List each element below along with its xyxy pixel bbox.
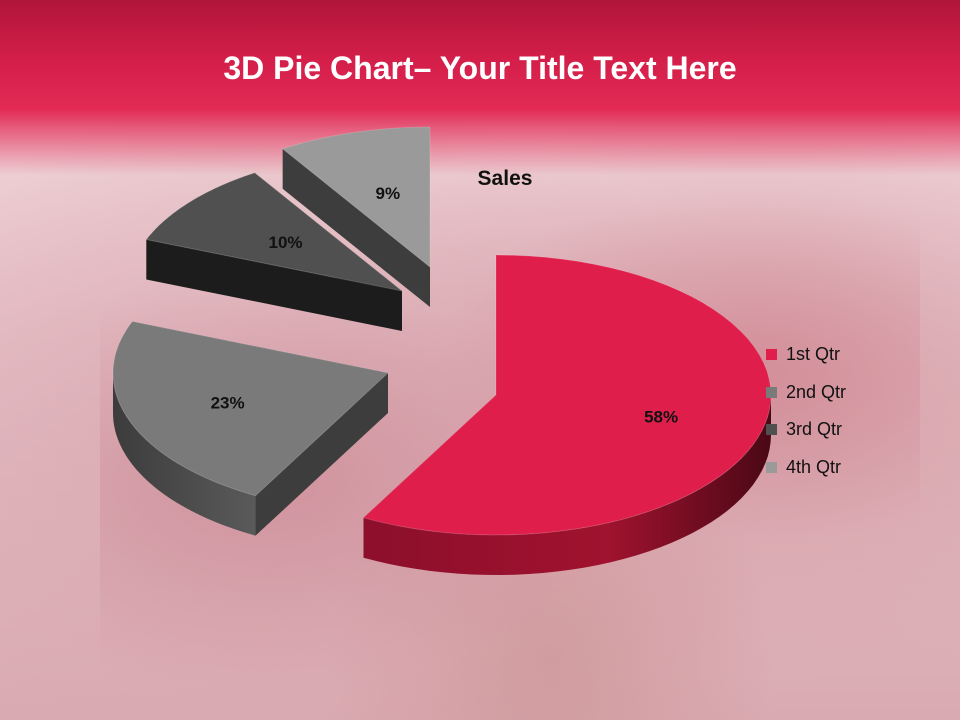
legend-item: 4th Qtr — [766, 449, 846, 487]
pie-slice-cut-face — [255, 373, 388, 536]
legend-swatch — [766, 386, 777, 398]
pie-slice-cut-face — [146, 239, 402, 331]
legend-item: 2nd Qtr — [766, 374, 846, 412]
legend-item: 1st Qtr — [766, 336, 846, 374]
legend-swatch — [766, 424, 777, 436]
pie-slice — [145, 172, 403, 292]
legend-label: 2nd Qtr — [786, 381, 847, 402]
legend-label: 1st Qtr — [786, 344, 841, 365]
data-label: 23% — [211, 393, 245, 412]
pie-top-layer — [112, 126, 772, 536]
legend-swatch — [766, 349, 777, 361]
header-band — [0, 0, 960, 175]
legend-swatch — [766, 461, 777, 473]
pie-slice — [281, 126, 431, 269]
data-label: 58% — [644, 408, 678, 427]
pie-slice — [112, 320, 390, 497]
legend-label: 3rd Qtr — [786, 419, 843, 440]
legend: 1st Qtr 2nd Qtr 3rd Qtr 4th Qtr — [766, 336, 846, 486]
chart-title: Sales — [477, 167, 533, 190]
slide-title-bold: 3D Pie Chart — [223, 50, 414, 86]
slide-title-rest: – Your Title Text Here — [413, 50, 737, 86]
data-label: 9% — [376, 184, 401, 203]
pie-slice — [362, 254, 772, 536]
legend-item: 3rd Qtr — [766, 411, 846, 449]
pie-slice-side — [363, 395, 771, 575]
pie-slice-side — [113, 373, 256, 536]
legend-label: 4th Qtr — [786, 456, 842, 477]
pie-label-layer: 58% 23% 10% 9% — [211, 184, 679, 427]
slide-title: 3D Pie Chart– Your Title Text Here — [0, 50, 960, 87]
pie-slice-cut-face — [282, 148, 430, 307]
data-label: 10% — [268, 233, 302, 252]
